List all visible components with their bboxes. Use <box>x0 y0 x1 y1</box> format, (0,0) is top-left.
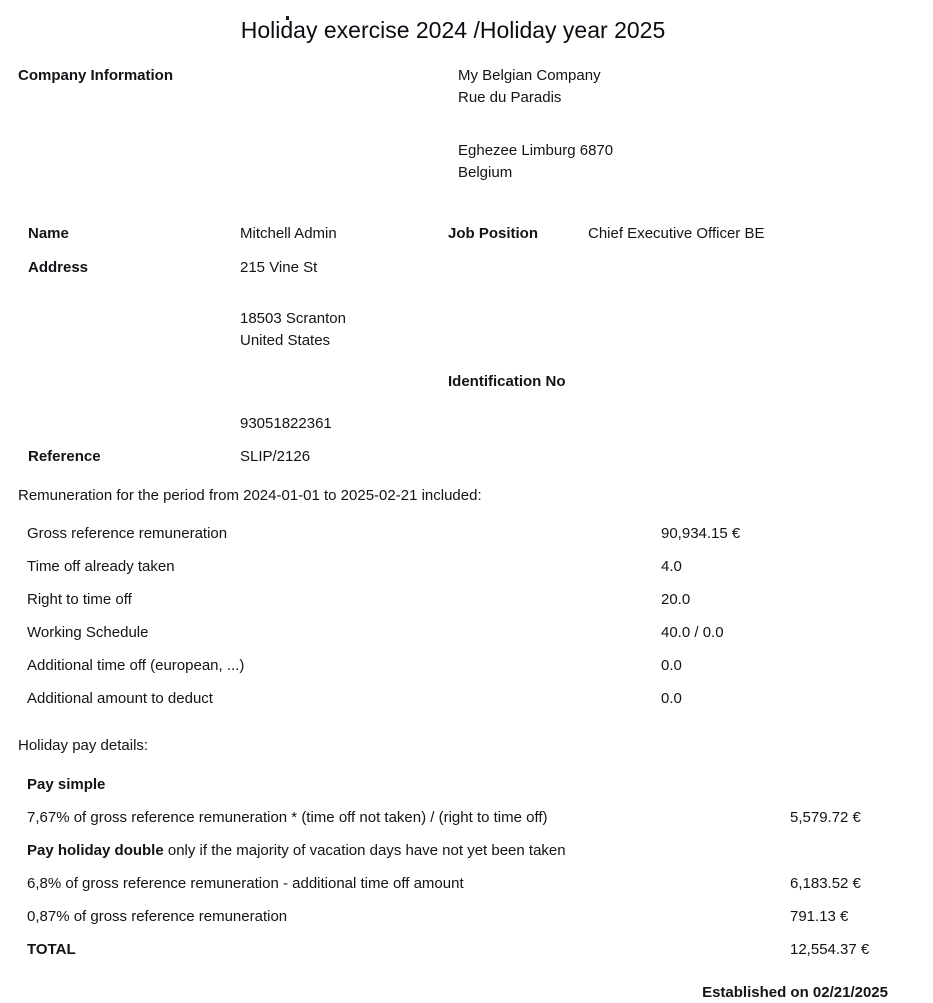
company-information-label: Company Information <box>18 65 458 87</box>
identification-label: Identification No <box>438 357 588 399</box>
table-row: 6,8% of gross reference remuneration - a… <box>18 868 888 901</box>
holiday-pay-table: Pay simple 7,67% of gross reference remu… <box>18 769 888 967</box>
company-information-section: Company Information My Belgian Company R… <box>18 65 888 183</box>
remu-value: 0.0 <box>661 688 888 710</box>
remu-value: 20.0 <box>661 589 888 611</box>
employee-address-block: 215 Vine St 18503 Scranton United States <box>240 251 888 358</box>
company-street: Rue du Paradis <box>458 87 888 109</box>
table-row: Right to time off 20.0 <box>18 583 888 616</box>
employee-info-table: Name Mitchell Admin Job Position Chief E… <box>18 217 888 474</box>
pay-double-formula-2: 0,87% of gross reference remuneration <box>18 906 790 928</box>
table-row: Additional amount to deduct 0.0 <box>18 682 888 715</box>
remu-label: Additional time off (european, ...) <box>18 655 661 677</box>
employee-address-spacer <box>240 278 888 308</box>
pay-double-heading-bold: Pay holiday double <box>27 842 164 859</box>
name-label: Name <box>18 217 240 251</box>
employee-name: Mitchell Admin <box>240 217 438 251</box>
table-row: TOTAL 12,554.37 € <box>18 934 888 967</box>
remu-value: 40.0 / 0.0 <box>661 622 888 644</box>
company-city-line: Eghezee Limburg 6870 <box>458 140 888 162</box>
table-row: Additional time off (european, ...) 0.0 <box>18 649 888 682</box>
table-row: 7,67% of gross reference remuneration * … <box>18 802 888 835</box>
company-country: Belgium <box>458 162 888 184</box>
pay-double-formula-1: 6,8% of gross reference remuneration - a… <box>18 873 790 895</box>
remu-value: 0.0 <box>661 655 888 677</box>
remu-label: Gross reference remuneration <box>18 523 661 545</box>
company-name: My Belgian Company <box>458 65 888 87</box>
table-row: Time off already taken 4.0 <box>18 550 888 583</box>
employee-street: 215 Vine St <box>240 257 888 279</box>
remu-value: 4.0 <box>661 556 888 578</box>
table-row: 0,87% of gross reference remuneration 79… <box>18 901 888 934</box>
established-on-line: Established on 02/21/2025 <box>18 982 888 1003</box>
reference-value: SLIP/2126 <box>240 440 888 474</box>
reference-label: Reference <box>18 440 240 474</box>
identification-value: 93051822361 <box>240 399 888 441</box>
job-position-value: Chief Executive Officer BE <box>588 217 888 251</box>
job-position-label: Job Position <box>438 217 588 251</box>
pay-double-heading: Pay holiday double only if the majority … <box>18 840 790 862</box>
page-top-cutoff-artifact <box>286 16 289 20</box>
remu-label: Right to time off <box>18 589 661 611</box>
pay-simple-amount: 5,579.72 € <box>790 807 888 829</box>
total-label: TOTAL <box>18 939 790 961</box>
address-label: Address <box>18 251 240 358</box>
report-title: Holiday exercise 2024 /Holiday year 2025 <box>18 16 888 44</box>
total-amount: 12,554.37 € <box>790 939 888 961</box>
remuneration-table: Gross reference remuneration 90,934.15 €… <box>18 517 888 715</box>
holiday-pay-details-heading: Holiday pay details: <box>18 735 888 757</box>
holiday-pay-report: Holiday exercise 2024 /Holiday year 2025… <box>0 16 933 1003</box>
company-address-spacer <box>458 108 888 140</box>
remu-value: 90,934.15 € <box>661 523 888 545</box>
pay-double-heading-rest: only if the majority of vacation days ha… <box>164 842 566 859</box>
table-row: Pay holiday double only if the majority … <box>18 835 888 868</box>
pay-simple-heading: Pay simple <box>18 774 790 796</box>
pay-simple-formula: 7,67% of gross reference remuneration * … <box>18 807 790 829</box>
table-row: Working Schedule 40.0 / 0.0 <box>18 616 888 649</box>
table-row: Gross reference remuneration 90,934.15 € <box>18 517 888 550</box>
remu-label: Time off already taken <box>18 556 661 578</box>
pay-double-amount-2: 791.13 € <box>790 906 888 928</box>
pay-double-amount-1: 6,183.52 € <box>790 873 888 895</box>
remu-label: Additional amount to deduct <box>18 688 661 710</box>
table-row: Pay simple <box>18 769 888 802</box>
employee-city: 18503 Scranton <box>240 308 888 330</box>
company-address-block: My Belgian Company Rue du Paradis Egheze… <box>458 65 888 183</box>
remuneration-period-line: Remuneration for the period from 2024-01… <box>18 485 888 507</box>
remu-label: Working Schedule <box>18 622 661 644</box>
employee-country: United States <box>240 330 888 352</box>
